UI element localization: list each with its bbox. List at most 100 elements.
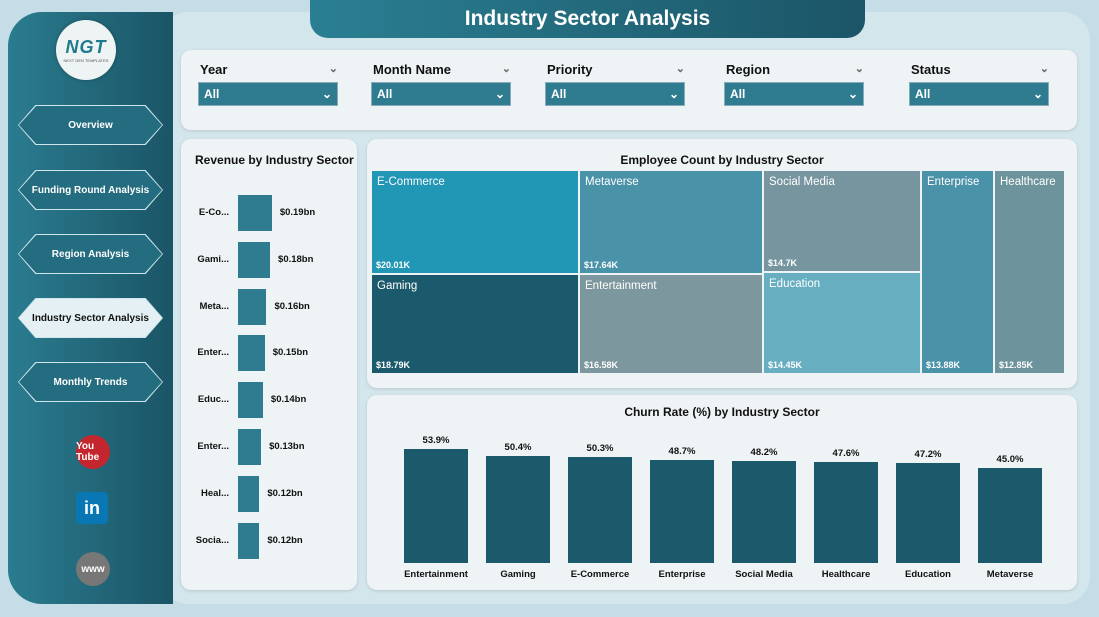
treemap-cell[interactable]: Education $14.45K [764, 273, 920, 373]
churn-bar[interactable] [896, 463, 960, 563]
churn-value-label: 48.7% [668, 445, 696, 457]
revenue-category-label: Socia... [195, 534, 229, 546]
treemap-value-label: $17.64K [584, 260, 619, 270]
treemap-value-label: $20.01K [376, 260, 411, 270]
revenue-value-label: $0.18bn [278, 253, 314, 265]
churn-value-label: 50.3% [586, 442, 614, 454]
treemap-cell[interactable]: Healthcare $12.85K [995, 171, 1064, 373]
chevron-down-icon[interactable]: ⌄ [675, 63, 685, 75]
churn-category-label: Entertainment [404, 569, 468, 580]
revenue-category-label: Meta... [199, 300, 229, 312]
filter-label: Month Name [373, 62, 451, 77]
filter-value: All [204, 87, 220, 101]
revenue-bar[interactable] [238, 429, 262, 465]
churn-category-label: Social Media [735, 569, 793, 580]
chevron-down-icon[interactable]: ⌄ [501, 63, 511, 75]
revenue-value-label: $0.12bn [267, 534, 303, 546]
chevron-down-icon[interactable]: ⌄ [1039, 63, 1049, 75]
linkedin-icon[interactable]: in [76, 492, 108, 524]
treemap-category-label: E-Commerce [377, 176, 445, 188]
filter-month-name[interactable]: Month Name ⌄ All ⌄ [371, 62, 511, 106]
churn-bar[interactable] [650, 459, 714, 563]
treemap-value-label: $12.85K [999, 360, 1034, 370]
nav-label: Funding Round Analysis [19, 171, 162, 209]
revenue-bar[interactable] [238, 241, 271, 278]
churn-bar[interactable] [404, 449, 468, 563]
logo-subtitle: NEXT GEN TEMPLATES [63, 58, 109, 63]
churn-bar[interactable] [486, 456, 550, 563]
treemap-cell[interactable]: Social Media $14.7K [764, 171, 920, 271]
chevron-down-icon[interactable]: ⌄ [854, 63, 864, 75]
nav-label: Overview [19, 106, 162, 144]
churn-bar[interactable] [568, 456, 632, 563]
filter-label: Year [200, 62, 228, 77]
churn-bar[interactable] [814, 462, 878, 563]
logo: NGT NEXT GEN TEMPLATES [56, 20, 116, 80]
filter-value: All [377, 87, 393, 101]
revenue-chart-title: Revenue by Industry Sector [195, 153, 354, 167]
nav-label: Monthly Trends [19, 363, 162, 401]
nav-overview[interactable]: Overview [18, 105, 163, 145]
filter-dropdown[interactable]: All ⌄ [545, 82, 685, 106]
filter-value: All [730, 87, 746, 101]
youtube-icon[interactable]: You Tube [76, 435, 110, 469]
nav-funding-round-analysis[interactable]: Funding Round Analysis [18, 170, 163, 210]
page-title: Industry Sector Analysis [310, 0, 865, 38]
revenue-bar[interactable] [238, 335, 265, 372]
filter-dropdown[interactable]: All ⌄ [909, 82, 1049, 106]
nav-monthly-trends[interactable]: Monthly Trends [18, 362, 163, 402]
revenue-category-label: E-Co... [198, 207, 229, 218]
globe-icon[interactable]: www [76, 552, 110, 586]
filter-dropdown[interactable]: All ⌄ [198, 82, 338, 106]
churn-value-label: 47.6% [832, 448, 860, 460]
treemap-cell[interactable]: Gaming $18.79K [372, 275, 578, 373]
treemap-cell[interactable]: Metaverse $17.64K [580, 171, 762, 273]
employee-chart-title: Employee Count by Industry Sector [620, 153, 824, 167]
filter-dropdown[interactable]: All ⌄ [371, 82, 511, 106]
filter-dropdown[interactable]: All ⌄ [724, 82, 864, 106]
revenue-bar[interactable] [238, 288, 267, 325]
churn-bar[interactable] [978, 467, 1042, 563]
filter-priority[interactable]: Priority ⌄ All ⌄ [545, 62, 685, 106]
filter-label: Region [726, 62, 771, 77]
revenue-value-label: $0.19bn [279, 207, 316, 218]
filter-label: Status [911, 62, 951, 77]
treemap-category-label: Social Media [769, 176, 835, 188]
filter-year[interactable]: Year ⌄ All ⌄ [198, 62, 338, 106]
revenue-bar[interactable] [238, 475, 260, 512]
nav-region-analysis[interactable]: Region Analysis [18, 234, 163, 274]
chevron-down-icon[interactable]: ⌄ [328, 63, 338, 75]
social-label: You Tube [76, 441, 100, 463]
revenue-bar[interactable] [238, 522, 260, 559]
churn-category-label: Education [905, 569, 951, 580]
filter-status[interactable]: Status ⌄ All ⌄ [909, 62, 1049, 106]
treemap-category-label: Education [769, 278, 821, 290]
revenue-bar[interactable] [238, 195, 272, 231]
chevron-down-icon: ⌄ [1032, 87, 1043, 101]
logo-text: NGT [65, 37, 107, 57]
filter-value: All [915, 87, 931, 101]
treemap-category-label: Entertainment [585, 280, 657, 292]
treemap-value-label: $18.79K [376, 360, 411, 370]
treemap-category-label: Healthcare [1000, 176, 1056, 188]
churn-bar[interactable] [732, 461, 796, 563]
churn-value-label: 48.2% [750, 447, 778, 459]
social-label: www [81, 563, 105, 575]
revenue-category-label: Enter... [197, 441, 229, 452]
churn-category-label: Metaverse [986, 569, 1034, 580]
treemap-category-label: Gaming [377, 280, 418, 292]
nav-industry-sector-analysis[interactable]: Industry Sector Analysis [18, 298, 163, 338]
nav-label: Region Analysis [19, 235, 162, 273]
treemap-cell[interactable]: E-Commerce $20.01K [372, 171, 578, 273]
revenue-bar[interactable] [238, 382, 263, 419]
filter-region[interactable]: Region ⌄ All ⌄ [724, 62, 864, 106]
nav-label: Industry Sector Analysis [19, 299, 162, 337]
chevron-down-icon: ⌄ [494, 87, 505, 101]
churn-chart-title: Churn Rate (%) by Industry Sector [624, 405, 820, 419]
treemap-cell[interactable]: Entertainment $16.58K [580, 275, 762, 373]
treemap-cell[interactable]: Enterprise $13.88K [922, 171, 993, 373]
treemap-category-label: Enterprise [927, 176, 980, 188]
churn-value-label: 45.0% [996, 453, 1024, 465]
filter-label: Priority [547, 62, 593, 77]
revenue-value-label: $0.13bn [269, 441, 305, 452]
